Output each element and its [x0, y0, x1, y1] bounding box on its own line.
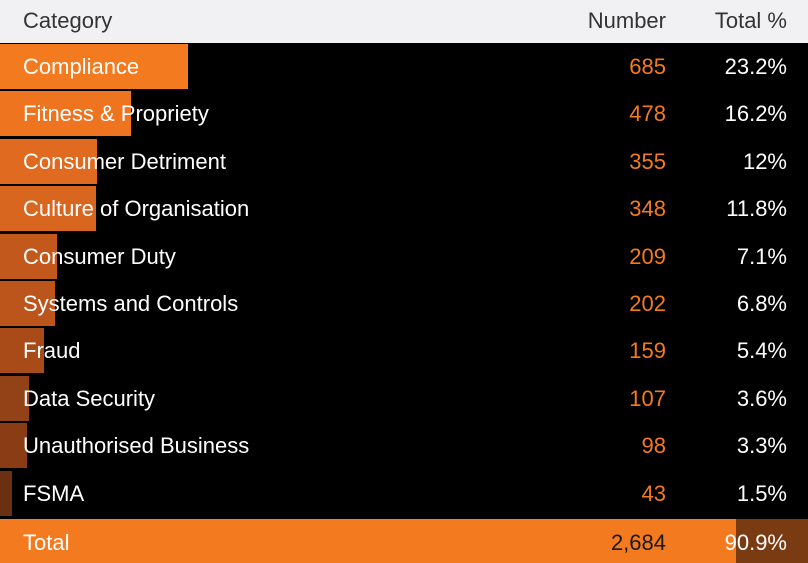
value-bar — [0, 186, 96, 232]
number-value: 43 — [641, 480, 666, 506]
total-row: Total 2,684 90.9% — [0, 519, 808, 563]
header-number[interactable]: Number — [587, 8, 666, 33]
table-row[interactable]: Compliance 685 23.2% — [0, 43, 808, 90]
total-pct-value: 5.4% — [736, 338, 787, 364]
total-pct-value: 7.1% — [736, 243, 787, 269]
total-label: Total — [23, 530, 70, 555]
category-label: Consumer Duty — [23, 243, 176, 269]
table-row[interactable]: Data Security 107 3.6% — [0, 375, 808, 422]
category-label: Systems and Controls — [23, 290, 239, 316]
value-bar — [0, 91, 132, 137]
category-label: Data Security — [23, 385, 156, 411]
category-label: Culture of Organisation — [23, 196, 250, 222]
number-value: 685 — [629, 54, 666, 79]
table-row[interactable]: Fraud 159 5.4% — [0, 327, 808, 374]
category-label: Unauthorised Business — [23, 433, 250, 459]
table-row[interactable]: Fitness & Propriety 478 16.2% — [0, 90, 808, 137]
total-pct-bar — [736, 519, 808, 563]
total-pct-value: 6.8% — [736, 290, 787, 316]
total-pct-value: 16.2% — [724, 101, 787, 127]
table-row[interactable]: FSMA 43 1.5% — [0, 470, 808, 517]
table-row[interactable]: Unauthorised Business 98 3.3% — [0, 422, 808, 469]
value-bar — [0, 423, 27, 469]
total-pct-value: 12% — [742, 148, 787, 174]
total-pct-value: 3.6% — [736, 385, 787, 411]
value-bar — [0, 280, 56, 326]
total-pct: 90.9% — [724, 530, 787, 555]
number-value: 107 — [629, 385, 666, 411]
value-bar — [0, 138, 98, 184]
category-label: FSMA — [23, 480, 85, 506]
value-bar — [0, 233, 58, 279]
value-bar — [0, 44, 188, 89]
table-row[interactable]: Consumer Duty 209 7.1% — [0, 233, 808, 280]
number-value: 159 — [629, 338, 666, 364]
category-label: Consumer Detriment — [23, 148, 226, 174]
table-header: Category Number Total % — [0, 0, 808, 43]
category-label: Fitness & Propriety — [23, 101, 209, 127]
total-pct-value: 23.2% — [724, 54, 787, 79]
category-label: Fraud — [23, 338, 81, 364]
number-value: 478 — [629, 101, 666, 127]
header-total-pct[interactable]: Total % — [714, 8, 787, 33]
category-label: Compliance — [23, 54, 140, 79]
number-value: 98 — [641, 433, 666, 459]
total-pct-value: 1.5% — [736, 480, 787, 506]
total-number: 2,684 — [610, 530, 666, 555]
table-row[interactable]: Systems and Controls 202 6.8% — [0, 280, 808, 327]
table-row[interactable]: Consumer Detriment 355 12% — [0, 138, 808, 185]
number-value: 348 — [629, 196, 666, 222]
table-row[interactable]: Culture of Organisation 348 11.8% — [0, 185, 808, 232]
value-bar — [0, 470, 12, 516]
total-pct-value: 11.8% — [726, 196, 787, 222]
value-bar — [0, 375, 30, 421]
number-value: 202 — [629, 290, 666, 316]
total-pct-value: 3.3% — [736, 433, 787, 459]
number-value: 355 — [629, 148, 666, 174]
table-body: Compliance 685 23.2% Fitness & Propriety 478… — [0, 43, 808, 517]
value-bar — [0, 328, 44, 374]
number-value: 209 — [629, 243, 666, 269]
header-category[interactable]: Category — [23, 8, 113, 33]
